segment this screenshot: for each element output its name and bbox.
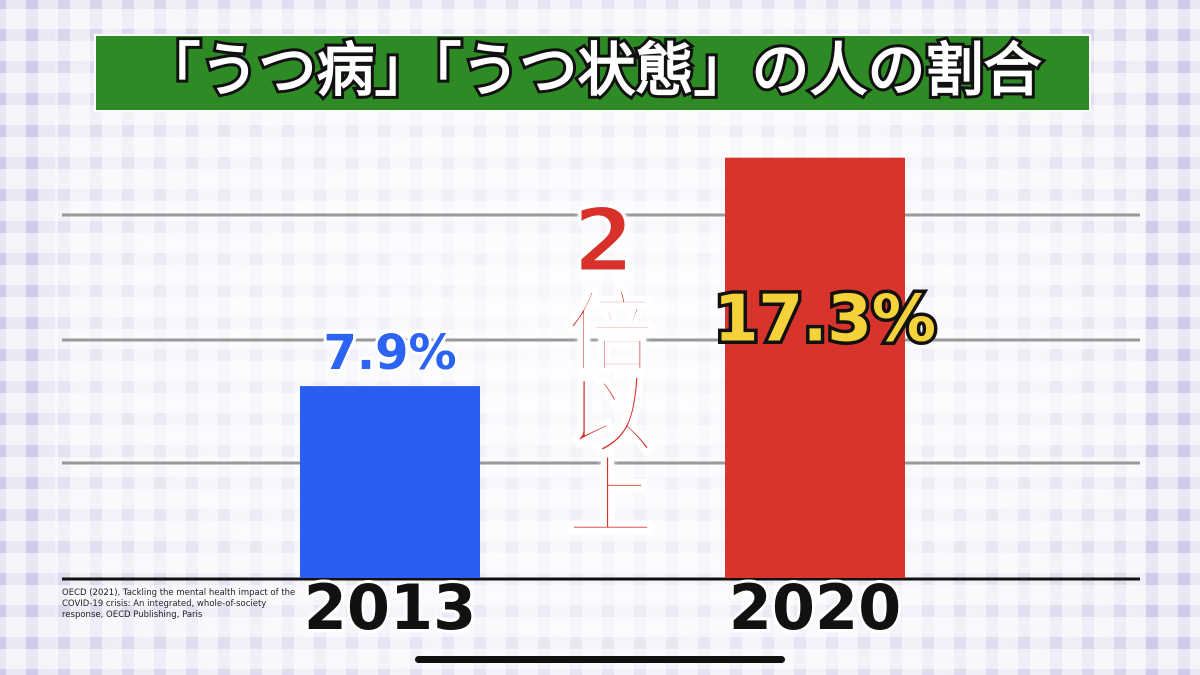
value-label: 17.3% [714,282,936,356]
source-box: OECD (2021), Tackling the mental health … [62,588,296,620]
background-panel [55,0,1145,675]
annotation: 2倍以上 [551,187,657,533]
value-label: 7.9% [323,325,456,381]
chart-title: 「うつ病」「うつ状態」の人の割合 [142,36,1041,104]
home-indicator [415,656,785,663]
grid [62,213,1140,465]
x-tick-label: 2020 [729,571,902,644]
x-tick-label: 2013 [304,571,477,644]
source: OECD (2021), Tackling the mental health … [62,588,296,620]
bar [300,386,480,578]
title-box [94,34,1091,112]
bar [725,157,905,578]
